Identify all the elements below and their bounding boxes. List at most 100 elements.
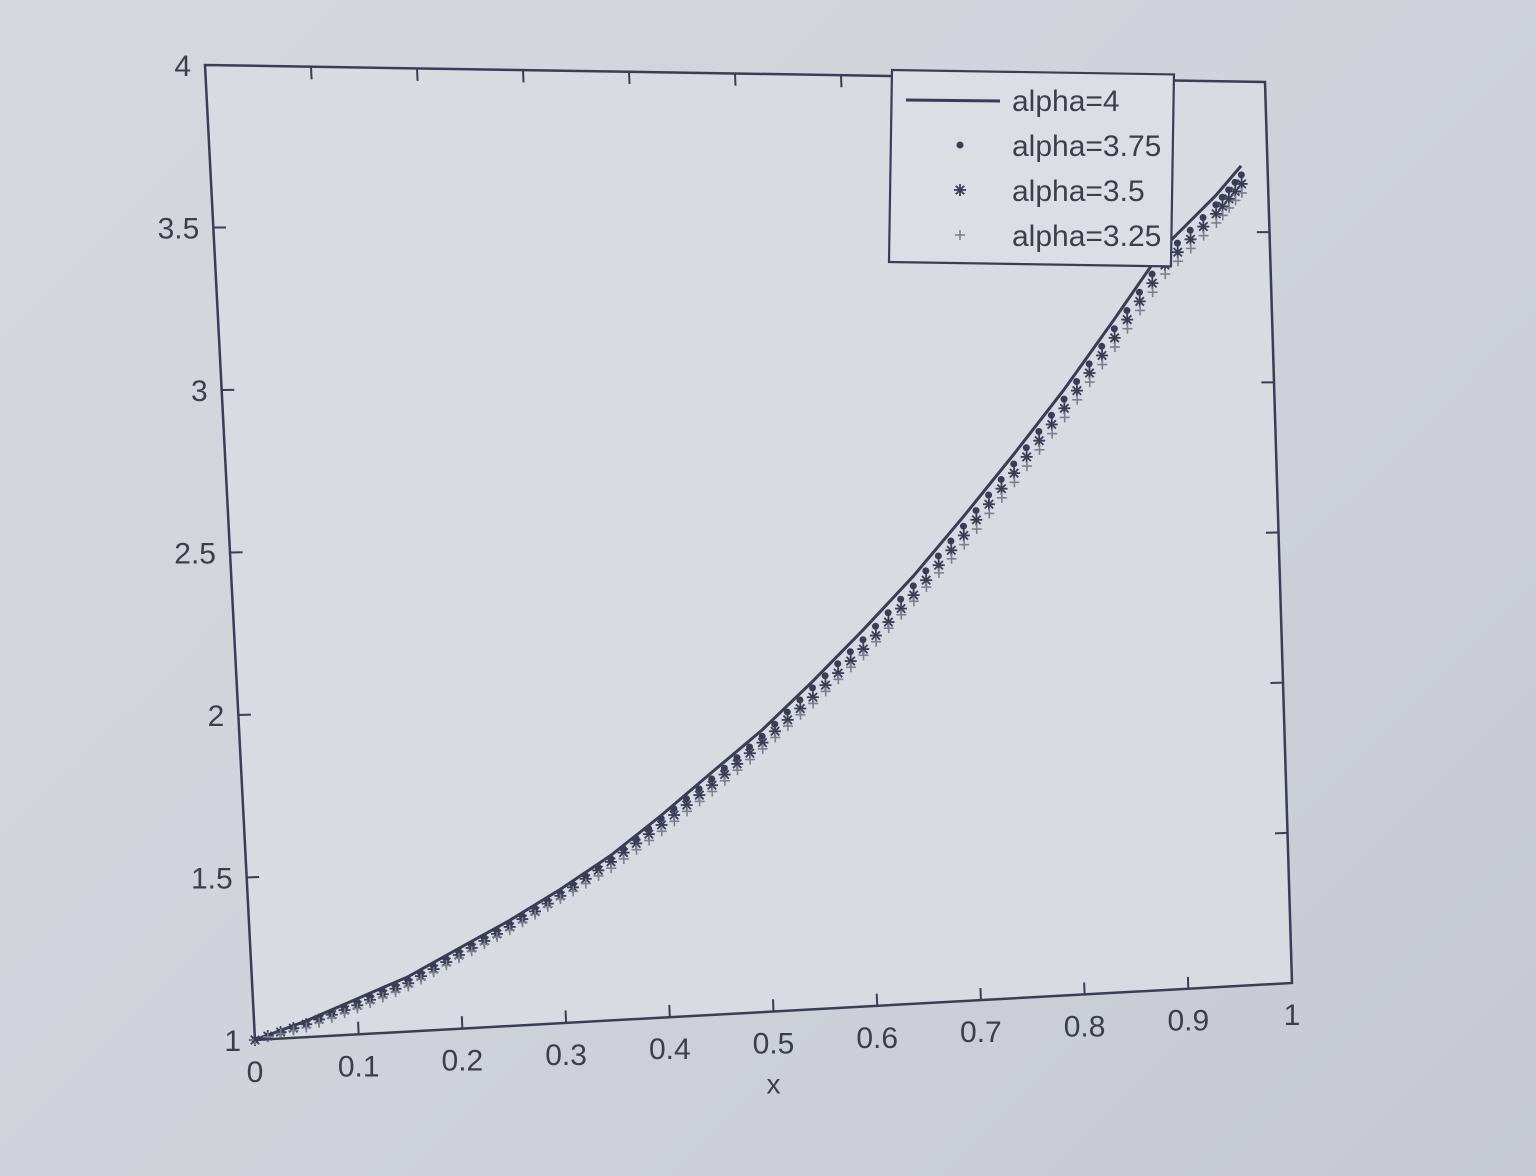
dot-marker-shape [809, 684, 817, 692]
y-tick-label: 1 [224, 1025, 241, 1058]
x-tick-mark-top [734, 73, 737, 86]
star-stroke [1072, 385, 1082, 396]
data-point [694, 796, 705, 807]
star-stroke [845, 656, 856, 666]
data-point [1083, 367, 1096, 380]
data-point [592, 864, 605, 877]
star-stroke [1185, 234, 1196, 245]
star-stroke [694, 790, 705, 800]
data-point [957, 529, 970, 542]
star-stroke [1021, 452, 1032, 462]
data-point [1123, 306, 1131, 314]
x-tick-mark [357, 1021, 360, 1035]
x-tick-label: 0.9 [1167, 1005, 1209, 1038]
star-stroke [808, 692, 818, 703]
data-point [1217, 210, 1228, 221]
x-tick-label: 0.8 [1064, 1010, 1106, 1043]
dot-marker-shape [1085, 360, 1093, 368]
dot-marker-shape [657, 815, 665, 823]
data-point [275, 1028, 286, 1039]
data-point [1173, 256, 1184, 267]
x-tick-label: 0.4 [649, 1033, 691, 1066]
x-tick-label: 0.6 [856, 1022, 898, 1055]
data-point [580, 878, 591, 889]
data-point [365, 997, 376, 1008]
data-point [1008, 467, 1021, 480]
x-tick-mark-top [416, 68, 419, 81]
data-point [720, 764, 728, 772]
data-point [834, 660, 842, 668]
data-point [693, 789, 706, 802]
star-stroke [1009, 468, 1019, 478]
data-point [1211, 217, 1222, 228]
dot-marker-shape [758, 732, 766, 740]
star-stroke [669, 810, 679, 820]
x-tick-label: 0.3 [545, 1039, 587, 1072]
star-stroke [1059, 403, 1070, 414]
dot-marker-shape [1010, 460, 1018, 468]
data-point [326, 1012, 337, 1023]
data-point [745, 754, 756, 765]
data-point [1073, 377, 1081, 385]
dot-marker-shape [997, 475, 1005, 483]
y-tick-label: 1.5 [191, 863, 233, 896]
data-point [604, 855, 617, 868]
data-point [1098, 342, 1106, 350]
data-point [1096, 349, 1109, 362]
data-point [657, 815, 665, 823]
y-tick-label: 2 [208, 700, 225, 733]
star-stroke [770, 726, 780, 737]
data-point [390, 986, 401, 997]
data-point [669, 816, 680, 827]
dot-marker-shape [959, 522, 967, 530]
data-point [1122, 323, 1133, 334]
data-point [844, 655, 857, 668]
data-point [733, 754, 741, 762]
star-stroke [896, 603, 906, 614]
data-point [1034, 444, 1045, 455]
dot-marker-shape [720, 764, 728, 772]
data-point [668, 808, 681, 821]
data-point [682, 795, 690, 803]
data-point [1230, 195, 1241, 206]
data-point [631, 844, 642, 855]
star-stroke [883, 617, 894, 627]
data-point [857, 643, 870, 656]
legend-swatch-marker [955, 230, 965, 240]
data-point [1097, 359, 1108, 370]
star-stroke [593, 865, 604, 876]
dot-marker-shape [733, 754, 741, 762]
data-point [719, 775, 730, 786]
dot-marker-shape [985, 491, 993, 499]
star-stroke [908, 590, 919, 600]
data-point [1135, 305, 1146, 316]
data-point [985, 491, 993, 499]
data-point [883, 623, 894, 634]
x-tick-mark [668, 1004, 671, 1018]
x-tick-mark [772, 999, 775, 1012]
star-stroke [1172, 247, 1183, 258]
data-point [884, 609, 892, 617]
data-point [1186, 226, 1194, 234]
dot-marker-shape [834, 660, 842, 668]
dot-marker-shape [1035, 427, 1043, 435]
data-point [934, 552, 942, 560]
star-stroke [757, 737, 768, 748]
data-point [454, 953, 465, 964]
data-point [1147, 287, 1158, 298]
legend-swatch-marker [954, 184, 966, 196]
dot-marker-shape [859, 636, 867, 644]
legend-swatch-marker [956, 141, 964, 149]
star-stroke [1236, 179, 1247, 189]
data-point [732, 765, 743, 776]
dot-marker-shape [670, 805, 678, 813]
star-stroke [719, 769, 730, 780]
data-point [1047, 411, 1055, 419]
series-group [249, 164, 1248, 1046]
data-point [959, 539, 970, 550]
dot-marker-shape [1173, 239, 1181, 247]
star-stroke [946, 545, 957, 556]
data-point [695, 785, 703, 793]
dot-marker-shape [1098, 342, 1106, 350]
data-point [670, 805, 678, 813]
